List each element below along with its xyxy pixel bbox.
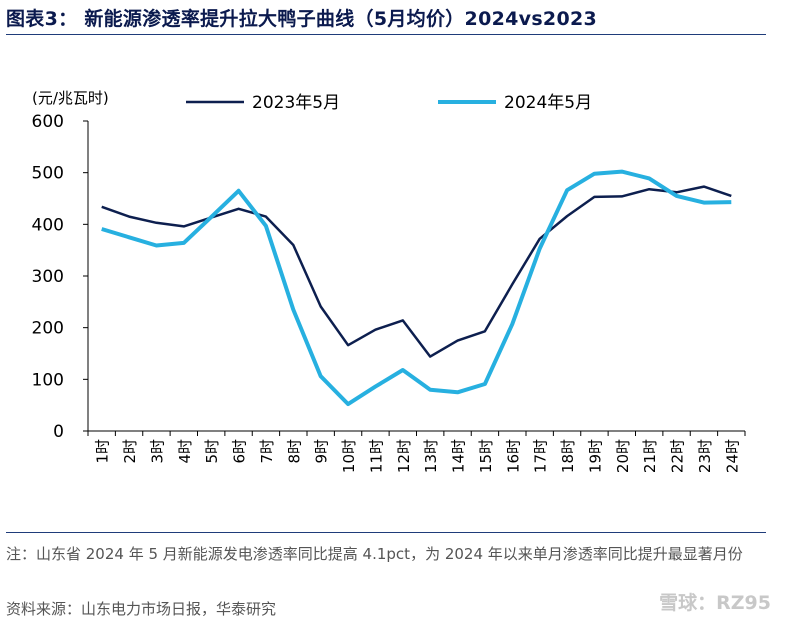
x-tick-label: 16时 bbox=[504, 439, 522, 473]
series-lines bbox=[101, 169, 732, 407]
footer-divider bbox=[6, 532, 766, 533]
x-tick-label: 10时 bbox=[340, 439, 358, 473]
x-tick-label: 20时 bbox=[614, 439, 632, 473]
y-tick-label: 400 bbox=[32, 215, 64, 235]
x-tick-label: 6时 bbox=[231, 439, 249, 464]
y-tick-labels: 0 100 200 300 400 500 600 bbox=[32, 112, 64, 442]
x-tick-label: 21时 bbox=[641, 439, 659, 473]
x-tick-label: 1时 bbox=[94, 439, 112, 464]
x-tick-label: 18时 bbox=[559, 439, 577, 473]
x-tick-label: 7时 bbox=[258, 439, 276, 464]
legend: 2023年5月 2024年5月 bbox=[186, 93, 592, 113]
x-tick-label: 12时 bbox=[395, 439, 413, 473]
legend-label: 2024年5月 bbox=[504, 93, 592, 113]
y-axis-label: (元/兆瓦时) bbox=[32, 89, 109, 107]
y-tick-label: 300 bbox=[32, 267, 64, 287]
x-tick-label: 4时 bbox=[176, 439, 194, 464]
legend-label: 2023年5月 bbox=[252, 93, 340, 113]
chart-title: 图表3： 新能源渗透率提升拉大鸭子曲线（5月均价）2024vs2023 bbox=[6, 8, 598, 30]
x-tick-label: 2时 bbox=[121, 439, 139, 464]
x-tick-label: 14时 bbox=[450, 439, 468, 473]
y-tick-label: 500 bbox=[32, 164, 64, 184]
x-tick-label: 9时 bbox=[313, 439, 331, 464]
y-tick-label: 0 bbox=[53, 422, 64, 442]
x-tick-label: 5时 bbox=[203, 439, 221, 464]
y-tick-label: 100 bbox=[32, 370, 64, 390]
x-tick-label: 8时 bbox=[285, 439, 303, 464]
x-tick-label: 24时 bbox=[723, 439, 741, 473]
footnote: 注：山东省 2024 年 5 月新能源发电渗透率同比提高 4.1pct，为 20… bbox=[6, 545, 743, 563]
title-divider bbox=[6, 34, 766, 35]
x-tick-labels: 1时 2时 3时 4时 5时 6时 7时 8时 9时 10时 11时 12时 13时 14时 15时 16时 1… bbox=[94, 439, 742, 473]
y-tick-label: 600 bbox=[32, 112, 64, 132]
series-line-2023年5月 bbox=[101, 185, 732, 358]
x-tick-label: 19时 bbox=[586, 439, 604, 473]
x-tick-label: 22时 bbox=[669, 439, 687, 473]
x-tick-label: 23时 bbox=[696, 439, 714, 473]
x-tick-label: 15时 bbox=[477, 439, 495, 473]
duck-curve-chart: (元/兆瓦时) 0 100 200 300 400 500 600 1时 2时 3时 4时 5时 6时… bbox=[32, 89, 746, 473]
series-line-2024年5月 bbox=[101, 169, 732, 407]
x-tick-label: 3时 bbox=[148, 439, 166, 464]
x-tick-label: 17时 bbox=[532, 439, 550, 473]
y-tick-label: 200 bbox=[32, 319, 64, 339]
source-note: 资料来源：山东电力市场日报，华泰研究 bbox=[6, 600, 277, 618]
x-tick-label: 13时 bbox=[422, 439, 440, 473]
watermark: 雪球：RZ95 bbox=[659, 592, 771, 614]
x-tick-label: 11时 bbox=[367, 439, 385, 473]
axes bbox=[83, 120, 746, 436]
